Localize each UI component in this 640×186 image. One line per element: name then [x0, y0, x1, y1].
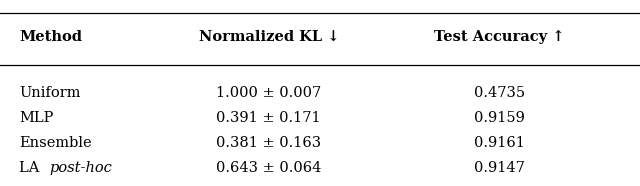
Text: 0.4735: 0.4735 — [474, 86, 525, 100]
Text: 1.000 ± 0.007: 1.000 ± 0.007 — [216, 86, 321, 100]
Text: Uniform: Uniform — [19, 86, 81, 100]
Text: Test Accuracy ↑: Test Accuracy ↑ — [434, 30, 564, 44]
Text: MLP: MLP — [19, 111, 54, 125]
Text: 0.391 ± 0.171: 0.391 ± 0.171 — [216, 111, 321, 125]
Text: LA: LA — [19, 161, 42, 175]
Text: 0.643 ± 0.064: 0.643 ± 0.064 — [216, 161, 321, 175]
Text: 0.9147: 0.9147 — [474, 161, 525, 175]
Text: 0.9161: 0.9161 — [474, 136, 525, 150]
Text: Normalized KL ↓: Normalized KL ↓ — [198, 30, 339, 44]
Text: post-hoc: post-hoc — [49, 161, 112, 175]
Text: 0.381 ± 0.163: 0.381 ± 0.163 — [216, 136, 321, 150]
Text: 0.9159: 0.9159 — [474, 111, 525, 125]
Text: Ensemble: Ensemble — [19, 136, 92, 150]
Text: Method: Method — [19, 30, 82, 44]
